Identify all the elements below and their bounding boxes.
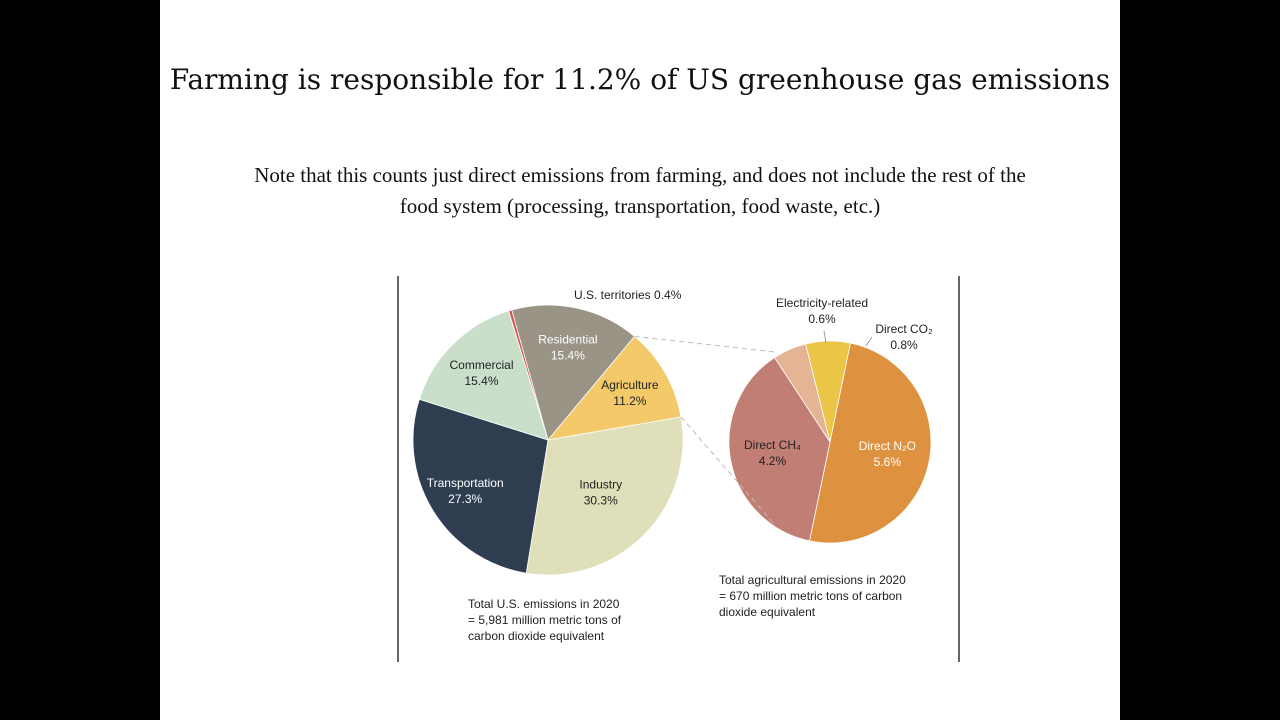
leader-co2 [865, 336, 873, 347]
slide: Farming is responsible for 11.2% of US g… [160, 0, 1120, 720]
label-industry: Industry 30.3% [579, 477, 622, 507]
us-slice-agriculture [546, 335, 682, 441]
us-slice-commercial [418, 310, 549, 441]
label-transportation: Transportation 27.3% [427, 476, 504, 506]
us-slice-transportation [412, 398, 549, 574]
label-direct-ch: Direct CH₄ 4.2% [744, 438, 801, 468]
note-us-total: Total U.S. emissions in 2020 = 5,981 mill… [468, 597, 622, 643]
connector-top [634, 335, 776, 353]
leader-electricity [823, 330, 827, 344]
chart-notes: Total U.S. emissions in 2020 = 5,981 mill… [468, 573, 906, 643]
label-residential: Residential 15.4% [538, 333, 597, 363]
label-agriculture: Agriculture 11.2% [601, 378, 659, 408]
connector-bottom [680, 416, 776, 526]
label-electricity-related: Electricity-related 0.6% [776, 296, 868, 326]
ag-slice-direct-ch [728, 357, 831, 542]
slide-subtitle: Note that this counts just direct emissi… [254, 163, 1026, 218]
slice-labels: U.S. territories 0.4% Residential 15.4%Agr… [427, 288, 933, 507]
ag-slice-direct-n-o [809, 342, 932, 544]
agricultural-emissions-pie [728, 340, 932, 544]
us-emissions-pie [412, 304, 684, 576]
slide-title: Farming is responsible for 11.2% of US g… [169, 63, 1111, 96]
note-ag-total: Total agricultural emissions in 2020 = 67… [719, 573, 906, 619]
us-slice-residential [511, 304, 636, 441]
label-us-territories: U.S. territories 0.4% [574, 288, 682, 302]
label-direct-n-o: Direct N₂O 5.6% [859, 439, 916, 469]
label-direct-co2: Direct CO₂ 0.8% [875, 322, 933, 352]
connector-lines [634, 335, 776, 526]
us-slice-industry [525, 416, 684, 576]
ag-slice-electricity-related [774, 343, 831, 443]
label-commercial: Commercial 15.4% [449, 358, 513, 388]
